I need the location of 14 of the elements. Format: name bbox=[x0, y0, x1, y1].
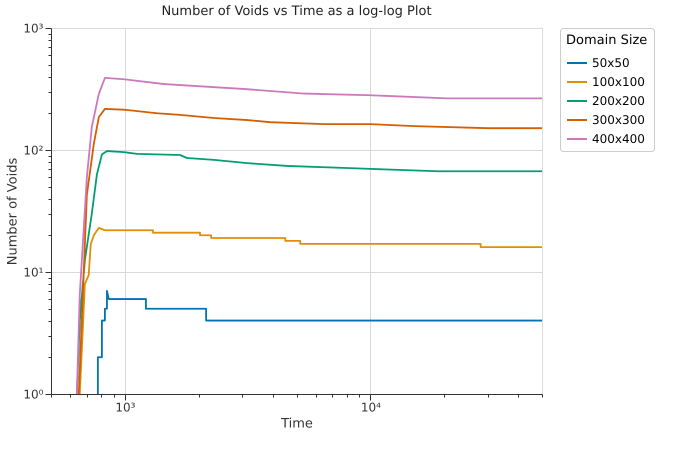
y-tick-label: 10³ bbox=[23, 22, 44, 36]
y-tick-label: 10¹ bbox=[23, 266, 44, 280]
legend-label: 100x100 bbox=[592, 75, 645, 89]
legend-label: 200x200 bbox=[592, 94, 645, 108]
legend-label: 300x300 bbox=[592, 113, 645, 127]
y-axis-title: Number of Voids bbox=[5, 158, 20, 266]
legend-label: 50x50 bbox=[592, 56, 630, 70]
chart-title: Number of Voids vs Time as a log-log Plot bbox=[161, 4, 432, 19]
x-axis-title: Time bbox=[280, 416, 313, 432]
x-tick-label: 10⁴ bbox=[360, 400, 382, 414]
legend-label: 400x400 bbox=[592, 132, 645, 146]
legend-title: Domain Size bbox=[566, 33, 648, 48]
y-tick-label: 10⁰ bbox=[23, 388, 44, 402]
y-tick-label: 10² bbox=[23, 144, 44, 158]
